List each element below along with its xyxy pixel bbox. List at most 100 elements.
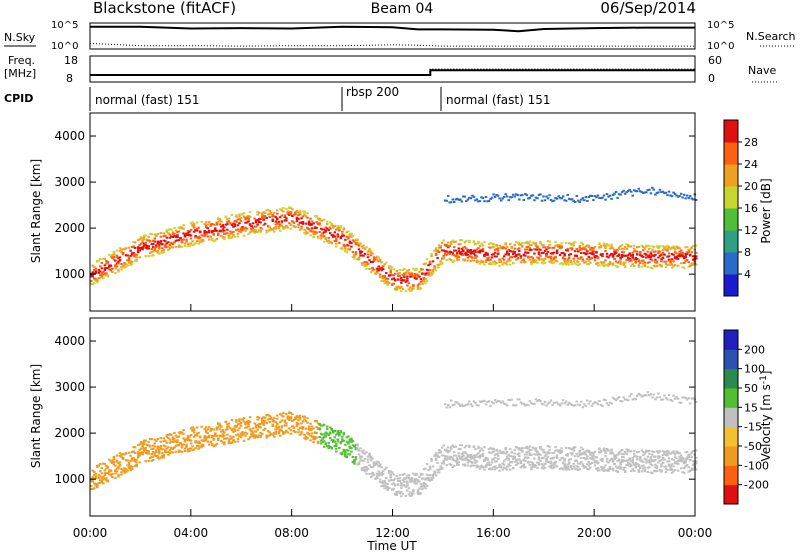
- velocity-echo-mark: [133, 446, 137, 449]
- velocity-upper-echo-mark: [457, 403, 461, 406]
- velocity-echo-mark: [507, 464, 510, 467]
- velocity-echo-mark: [581, 463, 585, 466]
- velocity-echo-mark: [315, 431, 318, 434]
- power-echo-mark: [672, 253, 675, 256]
- velocity-upper-echo-mark: [667, 393, 671, 396]
- velocity-echo-mark: [298, 426, 302, 429]
- power-echo-mark: [108, 268, 111, 271]
- power-echo-mark: [315, 226, 318, 229]
- velocity-echo-mark: [338, 446, 341, 449]
- velocity-echo-mark: [685, 456, 689, 459]
- velocity-echo-mark: [236, 433, 240, 436]
- velocity-echo-mark: [189, 447, 193, 450]
- power-echo-mark: [301, 222, 305, 225]
- power-echo-mark: [418, 275, 421, 278]
- power-echo-mark: [477, 247, 480, 250]
- power-echo-mark: [115, 255, 119, 258]
- velocity-echo-mark: [209, 441, 212, 444]
- velocity-echo-mark: [153, 442, 157, 445]
- power-echo-mark: [413, 273, 417, 276]
- velocity-echo-mark: [365, 466, 368, 469]
- velocity-echo-mark: [462, 463, 465, 466]
- velocity-upper-echo-mark: [639, 393, 642, 396]
- velocity-echo-mark: [232, 439, 235, 442]
- power-echo-mark: [356, 238, 359, 241]
- velocity-echo-mark: [519, 460, 523, 463]
- power-echo-mark: [673, 256, 677, 259]
- power-echo-mark: [372, 258, 376, 261]
- velocity-echo-mark: [108, 458, 111, 461]
- velocity-echo-mark: [516, 461, 520, 464]
- power-echo-mark: [277, 223, 281, 226]
- velocity-echo-mark: [400, 486, 403, 489]
- velocity-echo-mark: [235, 434, 238, 437]
- velocity-echo-mark: [586, 455, 589, 458]
- velocity-echo-mark: [583, 465, 586, 468]
- power-echo-mark: [424, 273, 427, 276]
- velocity-echo-mark: [389, 479, 392, 482]
- velocity-echo-mark: [537, 452, 541, 455]
- velocity-echo-mark: [629, 450, 633, 453]
- power-echo-mark: [508, 249, 512, 252]
- power-echo-mark: [307, 223, 311, 226]
- velocity-echo-mark: [96, 483, 99, 486]
- velocity-echo-mark: [401, 492, 405, 495]
- velocity-echo-mark: [549, 460, 553, 463]
- power-echo-mark: [558, 245, 562, 248]
- velocity-echo-mark: [555, 457, 559, 460]
- power-echo-mark: [260, 215, 264, 218]
- power-echo-mark: [437, 244, 441, 247]
- power-echo-mark: [145, 247, 149, 250]
- power-echo-mark: [377, 260, 380, 263]
- power-echo-mark: [371, 269, 374, 272]
- velocity-echo-mark: [617, 459, 621, 462]
- velocity-echo-mark: [433, 470, 436, 473]
- velocity-echo-mark: [303, 437, 306, 440]
- velocity-echo-mark: [173, 437, 176, 440]
- velocity-echo-mark: [566, 454, 569, 457]
- velocity-echo-mark: [519, 462, 523, 465]
- power-echo-mark: [265, 209, 268, 212]
- velocity-echo-mark: [412, 480, 415, 483]
- velocity-upper-echo-mark: [545, 404, 548, 407]
- power-echo-mark: [483, 253, 486, 256]
- velocity-echo-mark: [162, 437, 166, 440]
- power-echo-mark: [581, 260, 585, 263]
- velocity-echo-mark: [345, 448, 349, 451]
- velocity-echo-mark: [395, 492, 399, 495]
- power-echo-mark: [197, 240, 200, 243]
- power-echo-mark: [197, 237, 200, 240]
- power-echo-mark: [123, 266, 126, 269]
- velocity-echo-mark: [378, 463, 382, 466]
- power-echo-mark: [525, 248, 529, 251]
- power-echo-mark: [380, 266, 383, 269]
- power-echo-mark: [398, 274, 402, 277]
- power-echo-mark: [251, 227, 255, 230]
- power-echo-mark: [623, 245, 627, 248]
- power-echo-mark: [286, 226, 290, 229]
- velocity-echo-mark: [266, 413, 270, 416]
- velocity-echo-mark: [282, 432, 285, 435]
- power-echo-mark: [480, 242, 483, 245]
- velocity-echo-mark: [206, 428, 209, 431]
- power-upper-echo-mark: [557, 195, 560, 198]
- velocity-echo-mark: [648, 452, 651, 455]
- power-upper-echo-mark: [468, 196, 471, 199]
- velocity-echo-mark: [130, 450, 134, 453]
- velocity-echo-mark: [171, 451, 175, 454]
- power-echo-mark: [339, 226, 343, 229]
- velocity-echo-mark: [463, 446, 467, 449]
- power-echo-mark: [322, 228, 326, 231]
- velocity-upper-echo-mark: [469, 403, 473, 406]
- power-echo-mark: [344, 246, 347, 249]
- power-echo-mark: [406, 284, 409, 287]
- power-echo-mark: [313, 215, 317, 218]
- power-echo-mark: [91, 283, 95, 286]
- velocity-echo-mark: [477, 452, 480, 455]
- date-title: 06/Sep/2014: [600, 0, 696, 17]
- velocity-echo-mark: [294, 418, 297, 421]
- velocity-echo-mark: [691, 463, 695, 466]
- velocity-echo-mark: [623, 450, 627, 453]
- velocity-echo-mark: [312, 441, 315, 444]
- velocity-echo-mark: [661, 450, 665, 453]
